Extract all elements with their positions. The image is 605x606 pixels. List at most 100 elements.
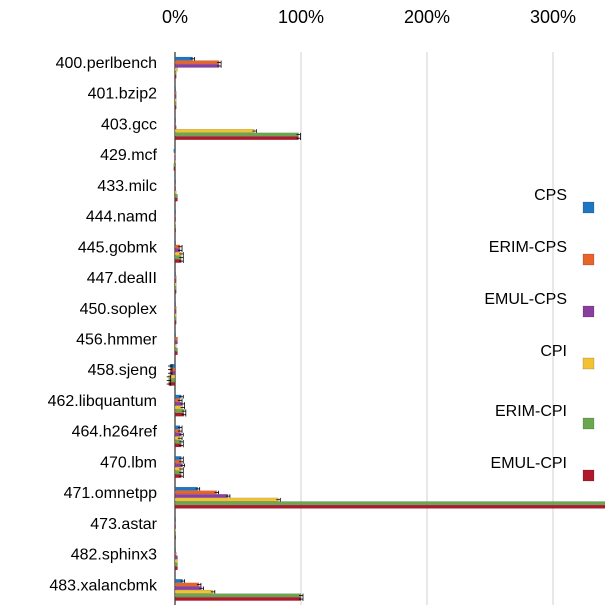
legend-label: CPS	[534, 187, 567, 204]
bar	[174, 183, 176, 187]
bar	[174, 228, 176, 233]
bar	[174, 528, 176, 533]
bar	[174, 562, 178, 567]
bar	[174, 504, 605, 509]
x-tick-label: 100%	[278, 7, 324, 27]
bar	[173, 163, 176, 168]
bar	[174, 282, 177, 287]
bar	[174, 105, 177, 110]
category-label: 403.gcc	[101, 116, 157, 133]
bar	[174, 521, 176, 525]
bar	[174, 159, 176, 164]
category-label: 483.xalancbmk	[49, 577, 158, 594]
bar	[174, 241, 176, 245]
bar	[174, 136, 299, 140]
bar	[174, 344, 177, 348]
bar	[174, 271, 176, 276]
bar	[174, 190, 177, 195]
bar	[174, 214, 176, 218]
x-tick-label: 0%	[162, 7, 188, 27]
category-label: 482.sphinx3	[71, 547, 157, 564]
bar	[174, 486, 198, 491]
bar	[174, 94, 177, 99]
bar	[174, 351, 178, 355]
x-tick-label: 200%	[404, 7, 450, 27]
bar	[174, 555, 178, 560]
category-label: 400.perlbench	[56, 55, 157, 72]
bar	[174, 548, 176, 553]
category-label: 401.bzip2	[88, 86, 157, 103]
x-axis-ticks: 0% 100% 200% 300%	[162, 7, 576, 605]
bar	[174, 60, 220, 65]
bar	[174, 289, 177, 294]
category-label: 462.libquantum	[48, 393, 157, 410]
bar	[174, 156, 176, 160]
plot-area	[166, 52, 605, 605]
bar	[173, 149, 176, 153]
bar	[174, 320, 177, 325]
bar	[174, 597, 302, 601]
bar	[174, 186, 176, 191]
bar	[174, 552, 177, 556]
bar	[174, 535, 176, 540]
category-label: 444.namd	[86, 209, 157, 226]
bar	[174, 497, 279, 502]
category-label: 471.omnetpp	[64, 485, 158, 502]
bar	[174, 64, 220, 68]
bar	[174, 210, 176, 215]
category-label: 447.dealII	[87, 270, 157, 287]
legend-swatch	[582, 469, 595, 482]
bar	[174, 306, 177, 310]
category-label: 433.milc	[97, 178, 157, 195]
bar	[174, 286, 177, 290]
bar	[174, 589, 213, 594]
legend-label: EMUL-CPI	[491, 455, 567, 472]
bar	[174, 87, 176, 92]
bar	[174, 194, 178, 198]
bar	[174, 490, 217, 495]
legend-label: ERIM-CPI	[495, 403, 567, 420]
bar	[174, 501, 605, 505]
bar	[174, 224, 176, 229]
legend-swatch	[582, 305, 595, 318]
bar	[174, 593, 302, 598]
bar	[174, 179, 176, 184]
bar	[174, 333, 176, 337]
category-label: 464.h264ref	[72, 424, 158, 441]
legend: CPS ERIM-CPS EMUL-CPS CPI ERIM-CPI EMUL-CPI	[484, 187, 595, 482]
legend-label: EMUL-CPS	[484, 291, 567, 308]
category-label: 429.mcf	[100, 147, 157, 164]
category-label: 458.sjeng	[88, 362, 157, 379]
bar	[174, 152, 176, 157]
bar	[174, 532, 176, 536]
bar	[174, 98, 177, 102]
bar	[174, 217, 176, 222]
bar	[174, 347, 178, 352]
bar	[174, 340, 178, 345]
bar	[174, 302, 176, 307]
category-labels: 400.perlbench 401.bzip2 403.gcc 429.mcf 433.…	[48, 55, 158, 594]
bar	[174, 118, 176, 122]
bar	[174, 494, 229, 498]
bar	[174, 582, 200, 587]
bar	[174, 313, 177, 318]
bar	[174, 279, 177, 283]
category-label: 470.lbm	[100, 454, 157, 471]
category-label: 473.astar	[90, 516, 157, 533]
bar	[174, 586, 202, 590]
bar	[174, 71, 177, 75]
category-label: 456.hmmer	[76, 332, 158, 349]
bar	[174, 221, 176, 225]
bar	[174, 129, 255, 133]
bar	[174, 101, 177, 106]
bar	[174, 517, 176, 522]
legend-label: CPI	[540, 343, 567, 360]
bar	[174, 559, 178, 563]
x-tick-label: 300%	[530, 7, 576, 27]
legend-swatch	[582, 357, 595, 370]
legend-swatch	[582, 417, 595, 430]
bar	[174, 566, 178, 571]
category-label: 450.soplex	[80, 301, 157, 318]
bar	[174, 91, 177, 95]
